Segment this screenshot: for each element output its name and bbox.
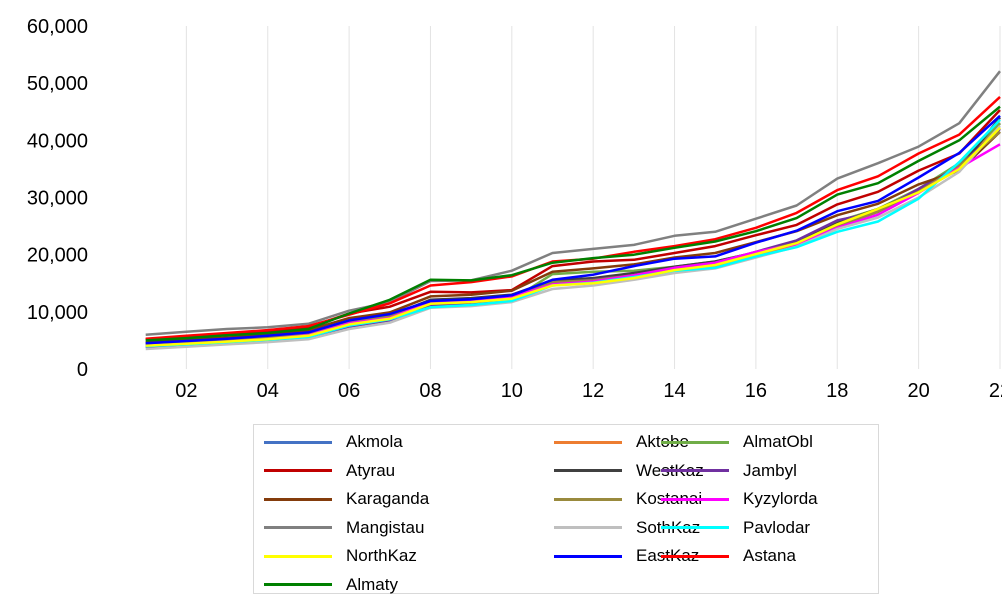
series-line-almaty: [145, 105, 1001, 342]
legend-item-atyrau: Atyrau: [264, 459, 395, 483]
x-tick-label: 06: [338, 380, 360, 402]
series-line-akmola: [145, 122, 1001, 348]
legend-item-almatobl: AlmatObl: [661, 430, 813, 454]
x-tick-label: 12: [582, 380, 604, 402]
legend-label: Pavlodar: [743, 517, 811, 537]
legend: Akmola Aktobe AlmatObl Atyrau WestKaz Jambyl K…: [253, 424, 879, 594]
series-line-sothkaz: [145, 125, 1001, 351]
legend-swatch: [264, 526, 332, 529]
series-line-eastkaz: [145, 114, 1001, 345]
legend-swatch: [661, 497, 729, 501]
series-line-pavlodar: [145, 118, 1001, 348]
series-line-almatobl: [145, 122, 1001, 348]
y-tick-label: 20,000: [27, 245, 88, 267]
line-chart-plot: 0 10,000 20,000 30,000 40,000 50,000 60,000 02 0…: [27, 16, 1002, 402]
legend-label: Karaganda: [346, 489, 430, 508]
legend-item-almaty: Almaty: [264, 573, 398, 597]
y-tick-label: 10,000: [27, 302, 88, 324]
x-tick-label: 22: [989, 380, 1002, 402]
series-line-aktobe: [145, 122, 1001, 347]
legend-label: Almaty: [346, 574, 398, 594]
legend-swatch: [554, 526, 622, 529]
x-tick-label: 14: [663, 380, 685, 402]
x-tick-label: 08: [419, 380, 441, 402]
legend-item-jambyl: Jambyl: [661, 459, 797, 483]
legend-label: Mangistau: [346, 517, 425, 537]
y-tick-label: 0: [77, 359, 88, 381]
series-line-mangistau: [145, 70, 1001, 336]
legend-item-karaganda: Karaganda: [264, 487, 429, 511]
series-line-kyzylorda: [145, 143, 1001, 347]
legend-swatch: [554, 554, 622, 558]
y-tick-label: 30,000: [27, 188, 88, 210]
legend-item-akmola: Akmola: [264, 430, 403, 454]
legend-label: Astana: [743, 546, 796, 565]
series-line-karaganda: [145, 130, 1001, 344]
legend-swatch: [661, 554, 729, 558]
y-tick-label: 40,000: [27, 130, 88, 152]
x-tick-label: 18: [826, 380, 848, 402]
legend-label: Kyzylorda: [743, 489, 818, 508]
series-line-westkaz: [145, 116, 1001, 346]
legend-swatch: [554, 497, 622, 501]
series-line-northkaz: [145, 126, 1001, 347]
legend-label: NorthKaz: [346, 546, 417, 565]
legend-swatch: [264, 583, 332, 586]
series-line-atyrau: [145, 109, 1001, 341]
legend-label: Atyrau: [346, 460, 396, 480]
series-line-jambyl: [145, 127, 1001, 348]
x-tick-label: 04: [257, 380, 279, 402]
legend-swatch: [661, 526, 729, 529]
x-tick-label: 02: [175, 380, 197, 402]
x-tick-label: 20: [908, 380, 930, 402]
legend-swatch: [264, 497, 332, 501]
legend-swatch: [264, 554, 332, 558]
y-tick-label: 50,000: [27, 73, 88, 95]
legend-label: Akmola: [346, 432, 403, 451]
legend-swatch: [661, 440, 729, 444]
legend-item-mangistau: Mangistau: [264, 516, 424, 540]
legend-swatch: [554, 440, 622, 444]
legend-item-kyzylorda: Kyzylorda: [661, 487, 818, 511]
series-line-kostanai: [145, 130, 1001, 346]
legend-swatch: [661, 469, 729, 472]
legend-swatch: [264, 440, 332, 444]
legend-item-pavlodar: Pavlodar: [661, 516, 810, 540]
legend-swatch: [264, 469, 332, 472]
legend-label: AlmatObl: [743, 432, 813, 451]
legend-swatch: [554, 469, 622, 472]
x-tick-label: 16: [745, 380, 767, 402]
legend-item-astana: Astana: [661, 544, 796, 568]
y-tick-label: 60,000: [27, 16, 88, 38]
legend-item-northkaz: NorthKaz: [264, 544, 417, 568]
x-tick-label: 10: [501, 380, 523, 402]
legend-label: Jambyl: [743, 460, 797, 480]
